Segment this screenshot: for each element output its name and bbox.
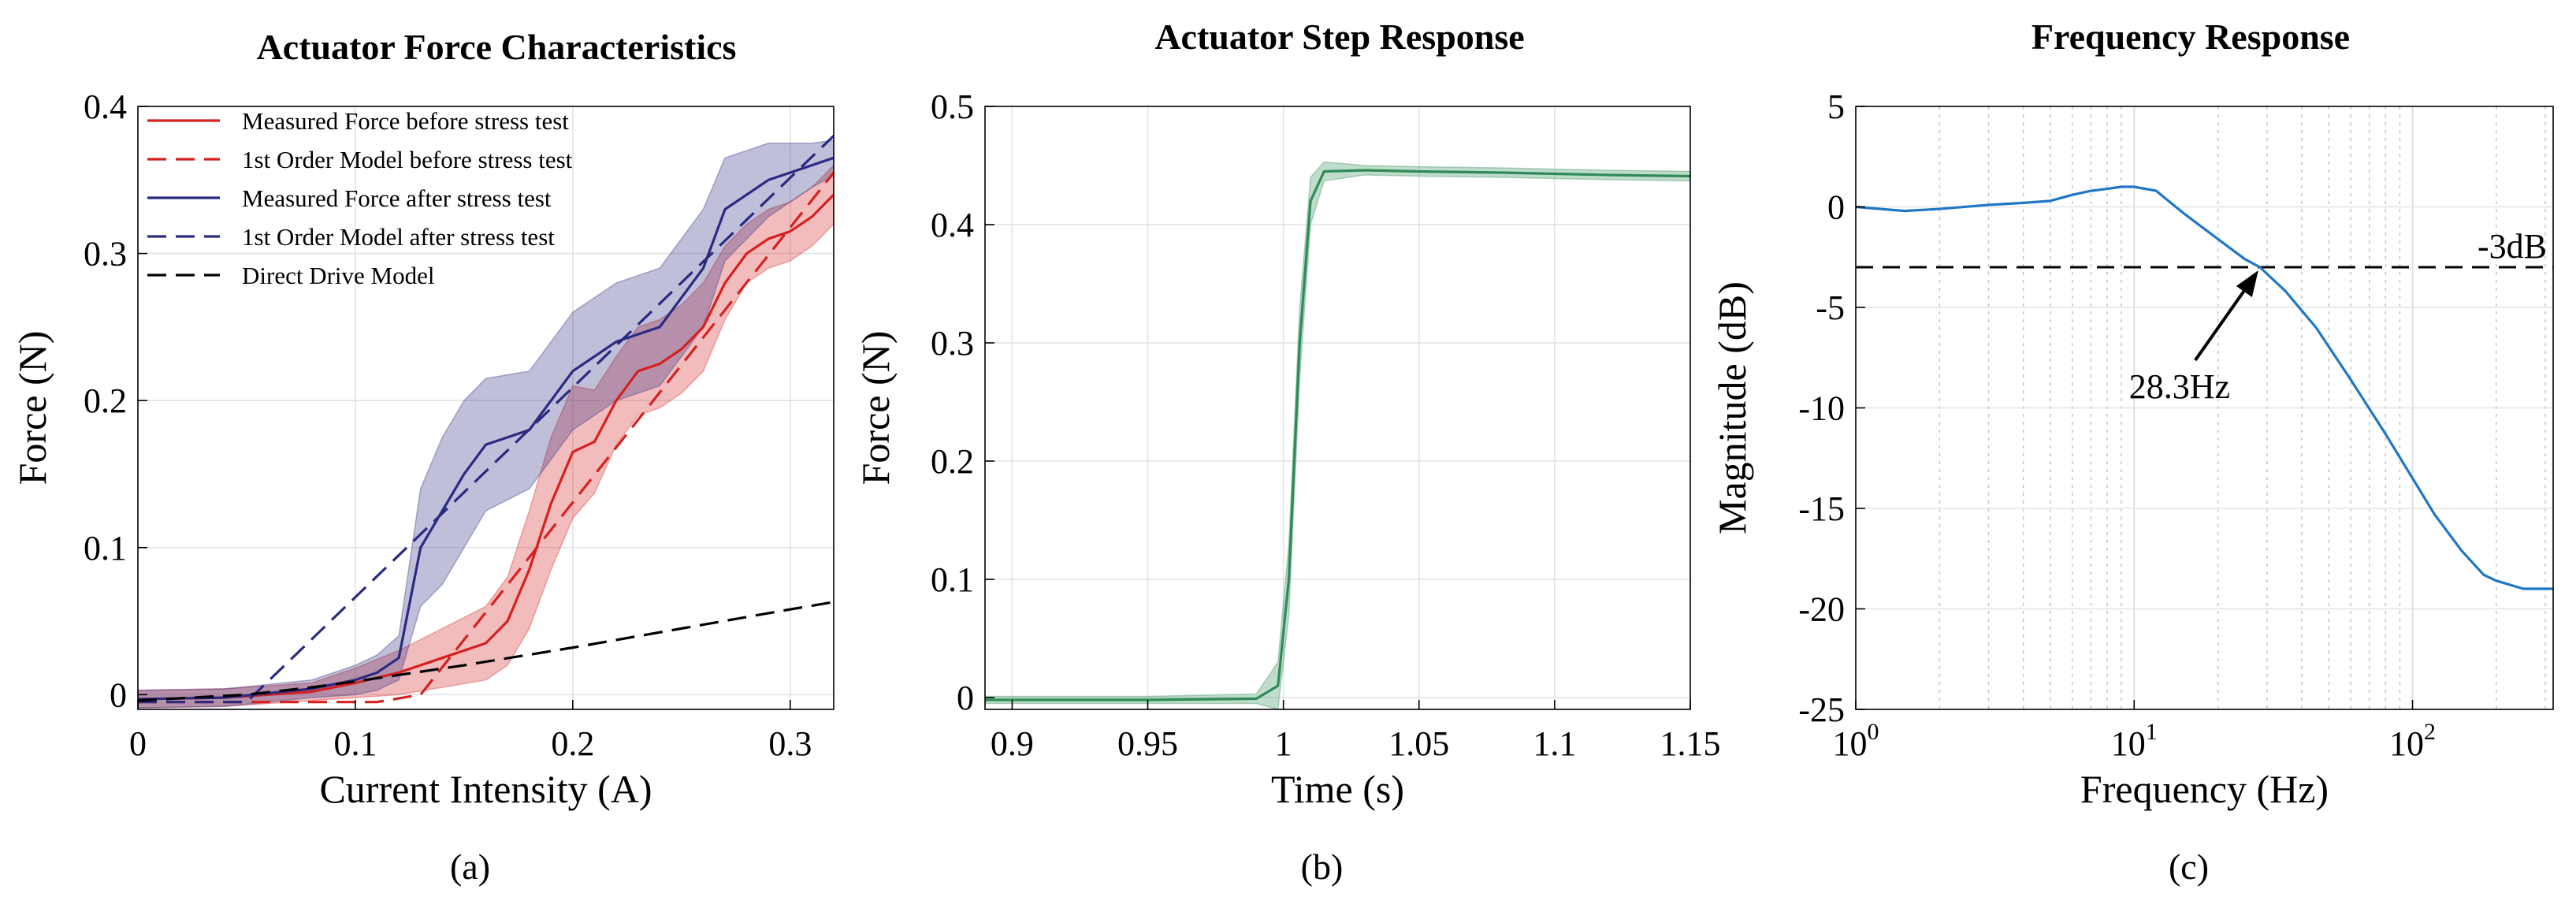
x-tick-exponent: 2 [2424, 719, 2436, 745]
legend-label-2: Measured Force after stress test [242, 184, 552, 212]
y-tick-label: 0.3 [931, 324, 974, 363]
series-line-0 [1856, 185, 2553, 590]
y-axis-label: Force (N) [10, 331, 54, 486]
chart-title: Actuator Step Response [1154, 17, 1524, 57]
x-tick-label: 0.1 [333, 724, 377, 763]
chart-title: Actuator Force Characteristics [257, 27, 737, 67]
x-tick-label: 0.3 [768, 724, 812, 763]
y-tick-label: 0.2 [84, 381, 127, 420]
y-axis-label: Force (N) [853, 331, 898, 486]
x-tick-label: 1 [1275, 724, 1292, 763]
x-tick-base: 10 [2389, 724, 2424, 763]
plot-area [985, 161, 1690, 709]
x-tick-label: 0.95 [1117, 724, 1178, 763]
x-tick-label: 0.2 [551, 724, 594, 763]
axes-box [984, 106, 1691, 710]
x-axis-label: Time (s) [1271, 767, 1404, 811]
x-tick-label: 101 [2111, 719, 2158, 763]
annotation-label: 28.3Hz [2129, 367, 2230, 406]
plot-area [1856, 185, 2553, 590]
legend-label-4: Direct Drive Model [242, 262, 434, 289]
panel-caption: (b) [1301, 847, 1344, 887]
x-axis-label: Frequency (Hz) [2080, 767, 2329, 811]
y-tick-label: -15 [1798, 489, 1845, 528]
series-line-0 [985, 169, 1690, 701]
confidence-band-2 [138, 140, 834, 709]
confidence-band-0 [985, 161, 1690, 709]
y-tick-label: 0.5 [931, 87, 974, 126]
x-tick-base: 10 [1833, 724, 1868, 763]
x-tick-exponent: 1 [2146, 719, 2158, 745]
x-tick-label: 102 [2389, 719, 2436, 763]
y-tick-label: 5 [1827, 87, 1845, 126]
x-tick-label: 0.9 [991, 724, 1034, 763]
y-tick-label: 0.1 [84, 529, 127, 568]
y-tick-label: 0.1 [931, 560, 974, 599]
x-tick-label: 100 [1833, 719, 1879, 763]
y-tick-label: -20 [1798, 590, 1845, 629]
x-tick-label: 1.1 [1533, 724, 1576, 763]
y-tick-label: -5 [1816, 288, 1845, 327]
axes-box [137, 106, 835, 710]
chart-title: Frequency Response [2031, 17, 2350, 57]
y-tick-label: -25 [1798, 690, 1845, 729]
chart-panel-b: 0.9 0.95 1 1.05 1.1 1.15 0 0.1 0.2 0.3 0.4 0.5 Actua… [853, 17, 1721, 887]
y-tick-label: 0.4 [84, 87, 127, 126]
x-tick-label: 1.15 [1660, 724, 1721, 763]
series-line-1 [138, 171, 834, 704]
y-tick-label: 0 [1827, 188, 1845, 227]
y-tick-label: 0.4 [931, 206, 974, 244]
confidence-band-0 [138, 164, 834, 709]
panel-caption: (c) [2169, 847, 2209, 887]
series-line-3 [138, 135, 834, 704]
series-line-0 [138, 193, 834, 701]
x-tick-base: 10 [2111, 724, 2146, 763]
x-axis-label: Current Intensity (A) [319, 767, 652, 811]
x-tick-exponent: 0 [1868, 719, 1879, 745]
y-tick-label: 0 [110, 675, 127, 714]
y-tick-label: 0 [957, 679, 974, 717]
y-tick-label: -10 [1798, 389, 1845, 428]
legend-label-0: Measured Force before stress test [242, 107, 569, 135]
y-axis-label: Magnitude (dB) [1710, 281, 1754, 534]
series-line-4 [138, 601, 834, 702]
x-tick-label: 1.05 [1388, 724, 1449, 763]
plot-area [138, 135, 834, 709]
chart-panel-a: 0 0.1 0.2 0.3 0 0.1 0.2 0.3 0.4 Actuator Force Ch… [10, 27, 835, 887]
legend-label-3: 1st Order Model after stress test [242, 223, 555, 251]
y-tick-label: 0.2 [931, 442, 974, 481]
panel-caption: (a) [450, 847, 490, 887]
y-tick-label: 0.3 [84, 235, 127, 274]
annotation-arrow-head [2236, 270, 2258, 297]
legend-label-1: 1st Order Model before stress test [242, 146, 573, 173]
x-tick-label: 0 [129, 724, 147, 763]
reference-line-label: -3dB [2477, 227, 2547, 266]
